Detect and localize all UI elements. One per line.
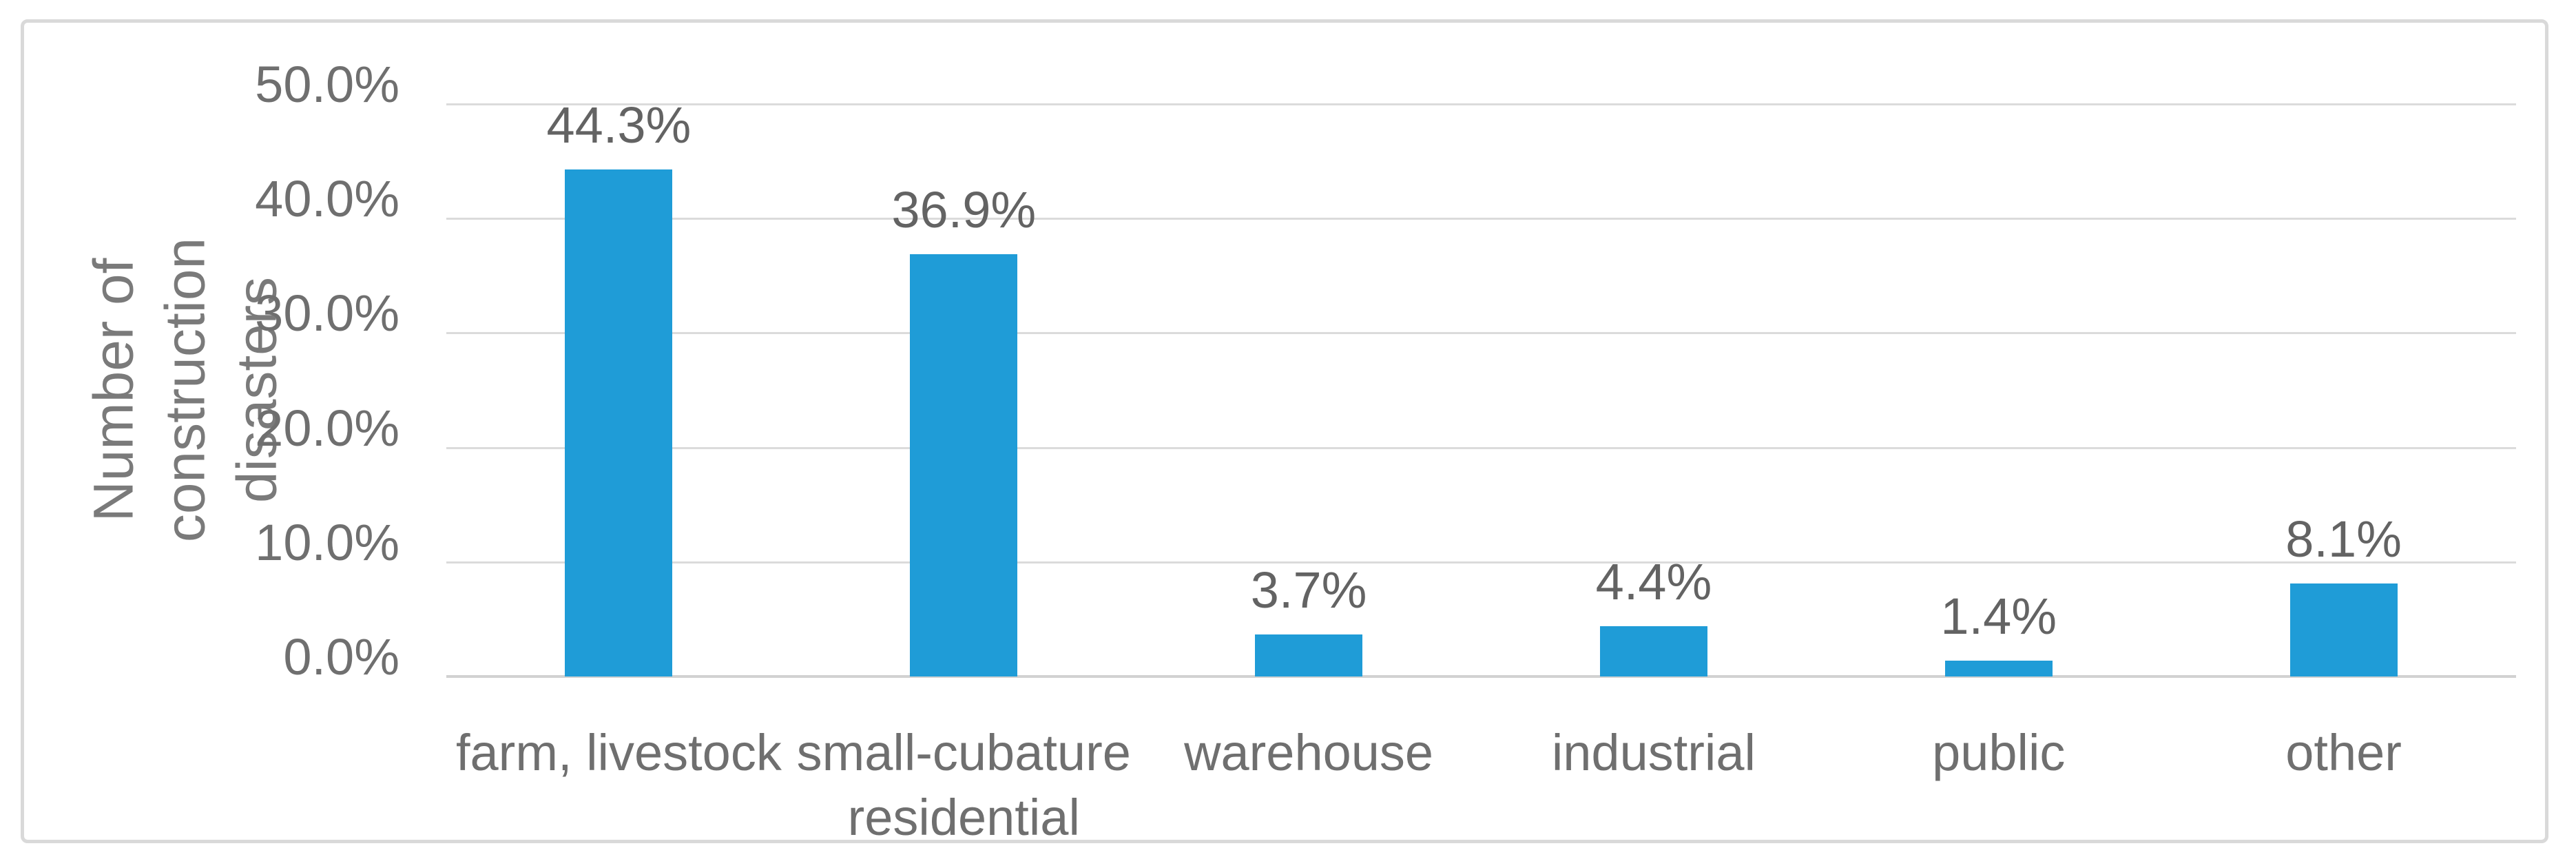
y-axis-tick: 20.0% (255, 399, 399, 457)
x-axis-label: industrial (1551, 724, 1756, 781)
y-axis-tick: 50.0% (255, 56, 399, 113)
category-slot: 4.4% industrial (1482, 104, 1827, 781)
category-slot: 44.3% farm, livestock (446, 96, 791, 781)
bar-value-label: 8.1% (2285, 510, 2402, 568)
x-axis-label: small-cubature residential (796, 724, 1131, 846)
chart-frame: Number of construction disasters 50.0% 40… (21, 19, 2548, 846)
gridline (446, 561, 2516, 564)
bar (1944, 660, 2053, 676)
gridline (446, 103, 2516, 105)
x-axis-label: warehouse (1184, 724, 1434, 781)
bar (1599, 626, 1707, 676)
y-axis-tick: 0.0% (283, 628, 399, 685)
bar (565, 169, 673, 676)
y-axis-tick: 30.0% (255, 285, 399, 342)
category-slot: 8.1% other (2171, 104, 2516, 781)
category-slot: 36.9% small-cubature residential (791, 104, 1136, 846)
x-axis-label: public (1932, 724, 2066, 781)
gridline (446, 446, 2516, 449)
bar-value-label: 44.3% (546, 96, 692, 154)
bar-value-label: 36.9% (891, 180, 1037, 238)
x-axis-label: other (2285, 724, 2402, 781)
bar-value-label: 3.7% (1250, 561, 1367, 619)
bar-value-label: 1.4% (1940, 587, 2057, 645)
bar (1255, 634, 1363, 676)
x-axis-label: farm, livestock (455, 724, 782, 781)
x-axis-line (446, 675, 2516, 678)
y-axis-tick: 40.0% (255, 170, 399, 228)
category-slot: 1.4% public (1826, 104, 2171, 781)
gridline (446, 332, 2516, 335)
category-slot: 3.7% warehouse (1136, 104, 1482, 781)
bar (2289, 583, 2398, 676)
gridline (446, 218, 2516, 220)
y-axis-tick: 10.0% (255, 513, 399, 571)
bar (910, 254, 1018, 676)
plot-area: 44.3% farm, livestock 36.9% small-cubature … (446, 96, 2516, 846)
bar-value-label: 4.4% (1595, 552, 1712, 610)
